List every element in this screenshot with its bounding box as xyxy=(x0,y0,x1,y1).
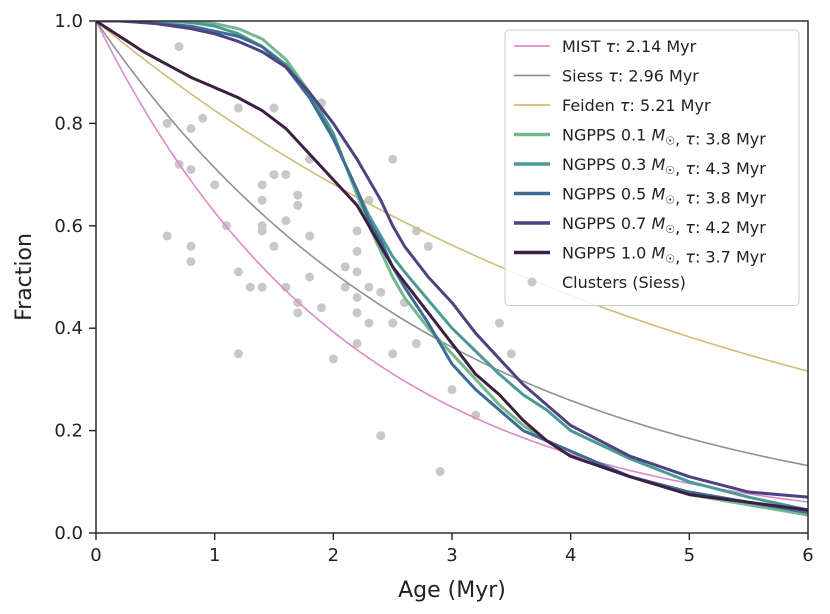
cluster-point xyxy=(186,257,196,267)
cluster-point xyxy=(411,339,421,349)
cluster-point xyxy=(257,195,267,205)
cluster-point xyxy=(281,216,291,226)
y-axis-label: Fraction xyxy=(12,233,37,321)
cluster-point xyxy=(269,170,279,180)
cluster-point xyxy=(174,42,184,52)
y-tick-label: 1.0 xyxy=(54,11,83,32)
cluster-point xyxy=(352,226,362,236)
series-line-1 xyxy=(96,21,808,503)
legend-label-6: NGPPS 0.5 M☉, τ: 3.8 Myr xyxy=(562,185,766,208)
cluster-point xyxy=(447,385,457,395)
cluster-point xyxy=(340,282,350,292)
cluster-point xyxy=(269,241,279,251)
x-tick-label: 0 xyxy=(90,545,101,566)
cluster-point xyxy=(305,272,315,282)
legend-label-8: NGPPS 1.0 M☉, τ: 3.7 Myr xyxy=(562,244,766,267)
cluster-point xyxy=(423,241,433,251)
series-line-7 xyxy=(96,21,808,499)
cluster-point xyxy=(233,349,243,359)
cluster-point xyxy=(210,180,220,190)
legend-label-5: NGPPS 0.3 M☉, τ: 4.3 Myr xyxy=(562,155,766,178)
cluster-point xyxy=(376,431,386,441)
cluster-point xyxy=(328,354,338,364)
y-tick-label: 0.2 xyxy=(54,421,83,442)
cluster-point xyxy=(364,282,374,292)
cluster-points xyxy=(162,42,516,477)
cluster-point xyxy=(376,287,386,297)
cluster-point xyxy=(162,118,172,128)
x-tick-label: 5 xyxy=(684,545,695,566)
cluster-point xyxy=(257,282,267,292)
cluster-point xyxy=(388,318,398,328)
x-tick-label: 6 xyxy=(802,545,813,566)
cluster-point xyxy=(352,339,362,349)
cluster-point xyxy=(506,349,516,359)
cluster-point xyxy=(340,262,350,272)
x-axis-label: Age (Myr) xyxy=(398,578,506,603)
legend-label-1: MIST τ: 2.14 Myr xyxy=(562,37,697,56)
x-tick-label: 1 xyxy=(209,545,220,566)
cluster-point xyxy=(269,103,279,113)
series-line-5 xyxy=(96,21,808,512)
cluster-point xyxy=(233,267,243,277)
y-tick-label: 0.8 xyxy=(54,113,83,134)
x-tick-label: 4 xyxy=(565,545,576,566)
series-lines xyxy=(96,21,808,517)
series-line-2 xyxy=(96,21,808,467)
y-tick-label: 0.0 xyxy=(54,523,83,544)
cluster-point xyxy=(257,226,267,236)
legend-label-2: Siess τ: 2.96 Myr xyxy=(562,67,699,86)
legend-label-7: NGPPS 0.7 M☉, τ: 4.2 Myr xyxy=(562,214,766,237)
cluster-point xyxy=(352,292,362,302)
cluster-point xyxy=(293,190,303,200)
legend-label-clusters: Clusters (Siess) xyxy=(562,273,686,292)
cluster-point xyxy=(186,241,196,251)
cluster-point xyxy=(435,467,445,477)
cluster-point xyxy=(293,200,303,210)
x-tick-label: 2 xyxy=(328,545,339,566)
cluster-point xyxy=(388,154,398,164)
cluster-point xyxy=(352,267,362,277)
cluster-point xyxy=(198,113,208,123)
series-line-6 xyxy=(96,21,808,515)
legend: MIST τ: 2.14 Myr Siess τ: 2.96 Myr Feiden … xyxy=(504,29,800,306)
legend-label-3: Feiden τ: 5.21 Myr xyxy=(562,96,711,115)
cluster-point xyxy=(281,170,291,180)
series-line-8 xyxy=(96,21,808,512)
y-tick-label: 0.4 xyxy=(54,318,83,339)
cluster-point xyxy=(494,318,504,328)
cluster-point xyxy=(186,164,196,174)
cluster-point xyxy=(316,303,326,313)
x-tick-label: 3 xyxy=(446,545,457,566)
y-tick-label: 0.6 xyxy=(54,216,83,237)
legend-box xyxy=(504,29,800,306)
cluster-point xyxy=(388,349,398,359)
cluster-point xyxy=(257,180,267,190)
cluster-point xyxy=(186,124,196,134)
cluster-point xyxy=(364,318,374,328)
series-line-3 xyxy=(96,21,808,372)
cluster-point xyxy=(233,103,243,113)
cluster-point xyxy=(352,246,362,256)
cluster-point xyxy=(293,308,303,318)
legend-label-4: NGPPS 0.1 M☉, τ: 3.8 Myr xyxy=(562,126,766,149)
cluster-point xyxy=(162,231,172,241)
cluster-point xyxy=(305,231,315,241)
cluster-point xyxy=(352,308,362,318)
cluster-point xyxy=(245,282,255,292)
axes: 0 1 2 3 4 5 6 0.0 0.2 0.4 0.6 0.8 1.0 xyxy=(54,11,813,566)
legend-swatch-clusters xyxy=(527,277,537,287)
